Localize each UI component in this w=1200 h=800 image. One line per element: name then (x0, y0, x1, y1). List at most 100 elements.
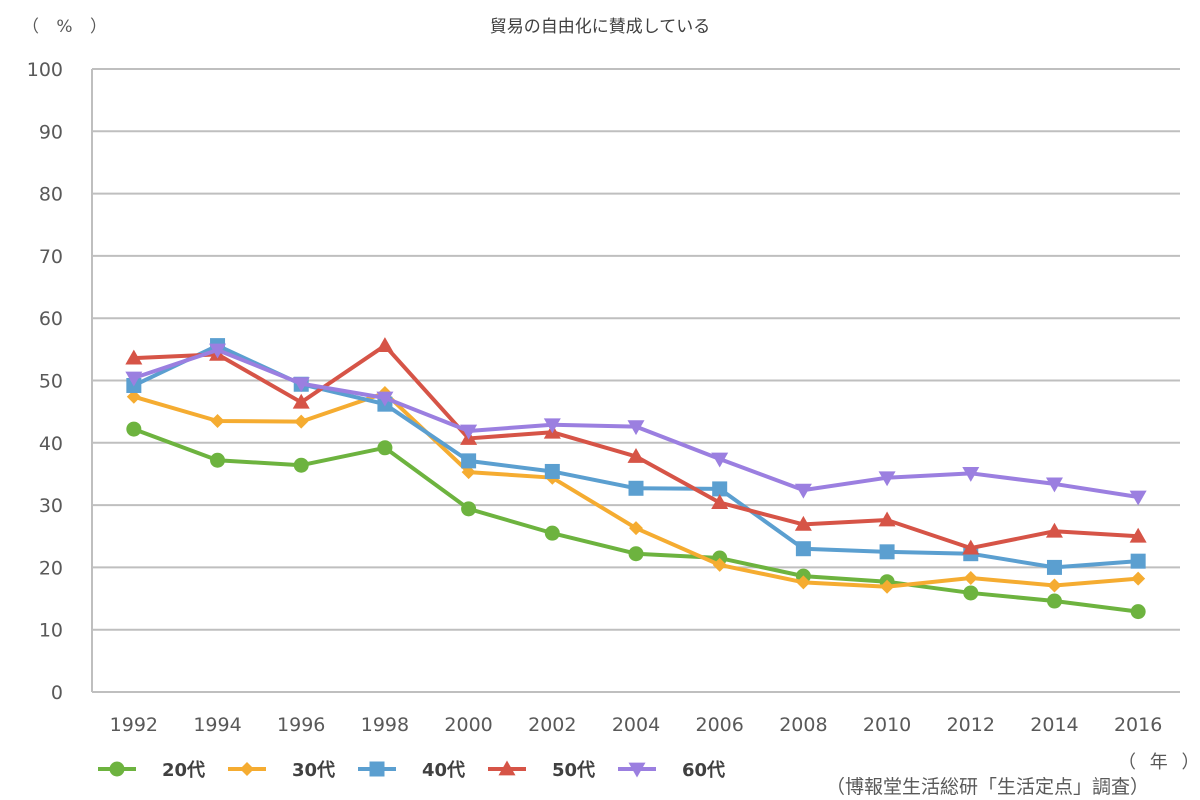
data-point[interactable] (461, 501, 477, 517)
data-point[interactable] (1130, 604, 1146, 620)
data-point[interactable] (796, 575, 811, 590)
data-point[interactable] (794, 515, 812, 531)
data-point[interactable] (711, 452, 729, 468)
legend-marker (628, 762, 646, 778)
legend-marker (240, 762, 254, 776)
legend-item-40s[interactable]: 40代 (356, 756, 486, 782)
y-tick-label: 70 (39, 246, 63, 268)
data-point[interactable] (1045, 477, 1063, 493)
data-point[interactable] (210, 413, 225, 428)
data-point[interactable] (1047, 578, 1062, 593)
data-point[interactable] (712, 557, 727, 572)
legend: 20代 30代 40代 50代 60代 (96, 756, 746, 782)
legend-marker-triangle-up-icon (488, 760, 526, 776)
data-point[interactable] (209, 343, 227, 359)
x-tick-label: 2012 (947, 714, 995, 736)
data-point[interactable] (962, 466, 980, 482)
data-point[interactable] (210, 452, 226, 468)
legend-label: 20代 (162, 760, 206, 781)
x-tick-label: 1996 (277, 714, 325, 736)
x-tick-label: 1994 (193, 714, 241, 736)
data-point[interactable] (292, 393, 310, 409)
data-point[interactable] (879, 544, 895, 560)
x-tick-label: 2016 (1114, 714, 1162, 736)
data-point[interactable] (878, 511, 896, 527)
y-tick-label: 100 (27, 59, 63, 81)
series-30代 (126, 385, 1146, 594)
source-note: （博報堂生活総研「生活定点」調査） (826, 776, 1150, 798)
legend-marker (109, 761, 125, 777)
data-point[interactable] (1045, 522, 1063, 538)
data-point[interactable] (628, 480, 644, 496)
y-tick-label: 20 (39, 557, 63, 579)
data-point[interactable] (125, 371, 143, 387)
data-point[interactable] (377, 440, 393, 456)
chart-title: 貿易の自由化に賛成している (489, 17, 711, 37)
x-tick-label: 1992 (110, 714, 158, 736)
data-point[interactable] (963, 585, 979, 601)
data-point[interactable] (795, 541, 811, 557)
x-tick-label: 2002 (528, 714, 576, 736)
data-point[interactable] (963, 570, 978, 585)
data-point[interactable] (712, 481, 728, 497)
x-tick-label: 2010 (863, 714, 911, 736)
y-tick-label: 60 (39, 308, 63, 330)
data-point[interactable] (460, 424, 478, 440)
data-point[interactable] (293, 457, 309, 473)
data-point[interactable] (962, 539, 980, 555)
series-60代 (125, 343, 1147, 506)
y-tick-label: 10 (39, 620, 63, 642)
y-tick-label: 50 (39, 371, 63, 393)
data-point[interactable] (376, 337, 394, 352)
data-point[interactable] (878, 471, 896, 487)
data-point[interactable] (880, 579, 895, 594)
data-point[interactable] (292, 377, 310, 393)
legend-item-20s[interactable]: 20代 (96, 756, 226, 782)
legend-marker-diamond-icon (228, 762, 266, 776)
data-point[interactable] (1046, 593, 1062, 609)
data-point[interactable] (1131, 571, 1146, 586)
data-point[interactable] (1129, 490, 1147, 506)
legend-marker-triangle-down-icon (618, 762, 656, 778)
data-point[interactable] (1130, 553, 1146, 569)
legend-item-50s[interactable]: 50代 (486, 756, 616, 782)
data-point[interactable] (544, 463, 560, 479)
data-point[interactable] (711, 494, 729, 509)
y-axis-unit-label: （ % ） (22, 17, 113, 37)
series-50代 (125, 337, 1147, 555)
x-tick-label: 2000 (444, 714, 492, 736)
data-point[interactable] (1129, 527, 1147, 543)
y-tick-label: 40 (39, 433, 63, 455)
data-point[interactable] (543, 418, 561, 434)
y-tick-label: 0 (51, 682, 63, 704)
data-point[interactable] (376, 391, 394, 407)
x-axis-unit-label: （ 年 ） (1118, 752, 1200, 773)
legend-label: 40代 (422, 760, 466, 781)
legend-label: 60代 (682, 760, 726, 781)
data-point[interactable] (1046, 559, 1062, 575)
legend-marker-square-icon (358, 761, 396, 777)
x-tick-label: 2006 (696, 714, 744, 736)
legend-item-30s[interactable]: 30代 (226, 756, 356, 782)
data-point[interactable] (294, 414, 309, 429)
data-point[interactable] (126, 389, 141, 404)
legend-item-60s[interactable]: 60代 (616, 756, 746, 782)
data-point[interactable] (461, 453, 477, 469)
legend-label: 50代 (552, 760, 596, 781)
data-point[interactable] (629, 521, 643, 536)
data-point[interactable] (627, 420, 645, 436)
data-point[interactable] (794, 483, 812, 499)
data-point[interactable] (544, 525, 560, 541)
data-point[interactable] (627, 448, 645, 463)
data-point[interactable] (628, 546, 644, 562)
x-tick-label: 1998 (361, 714, 409, 736)
y-tick-label: 90 (39, 121, 63, 143)
data-point[interactable] (125, 349, 143, 365)
y-tick-label: 80 (39, 184, 63, 206)
series-20代 (126, 421, 1146, 620)
legend-label: 30代 (292, 760, 336, 781)
data-point[interactable] (461, 465, 476, 480)
data-point[interactable] (126, 421, 142, 437)
legend-marker (498, 760, 516, 776)
legend-marker (369, 761, 385, 777)
